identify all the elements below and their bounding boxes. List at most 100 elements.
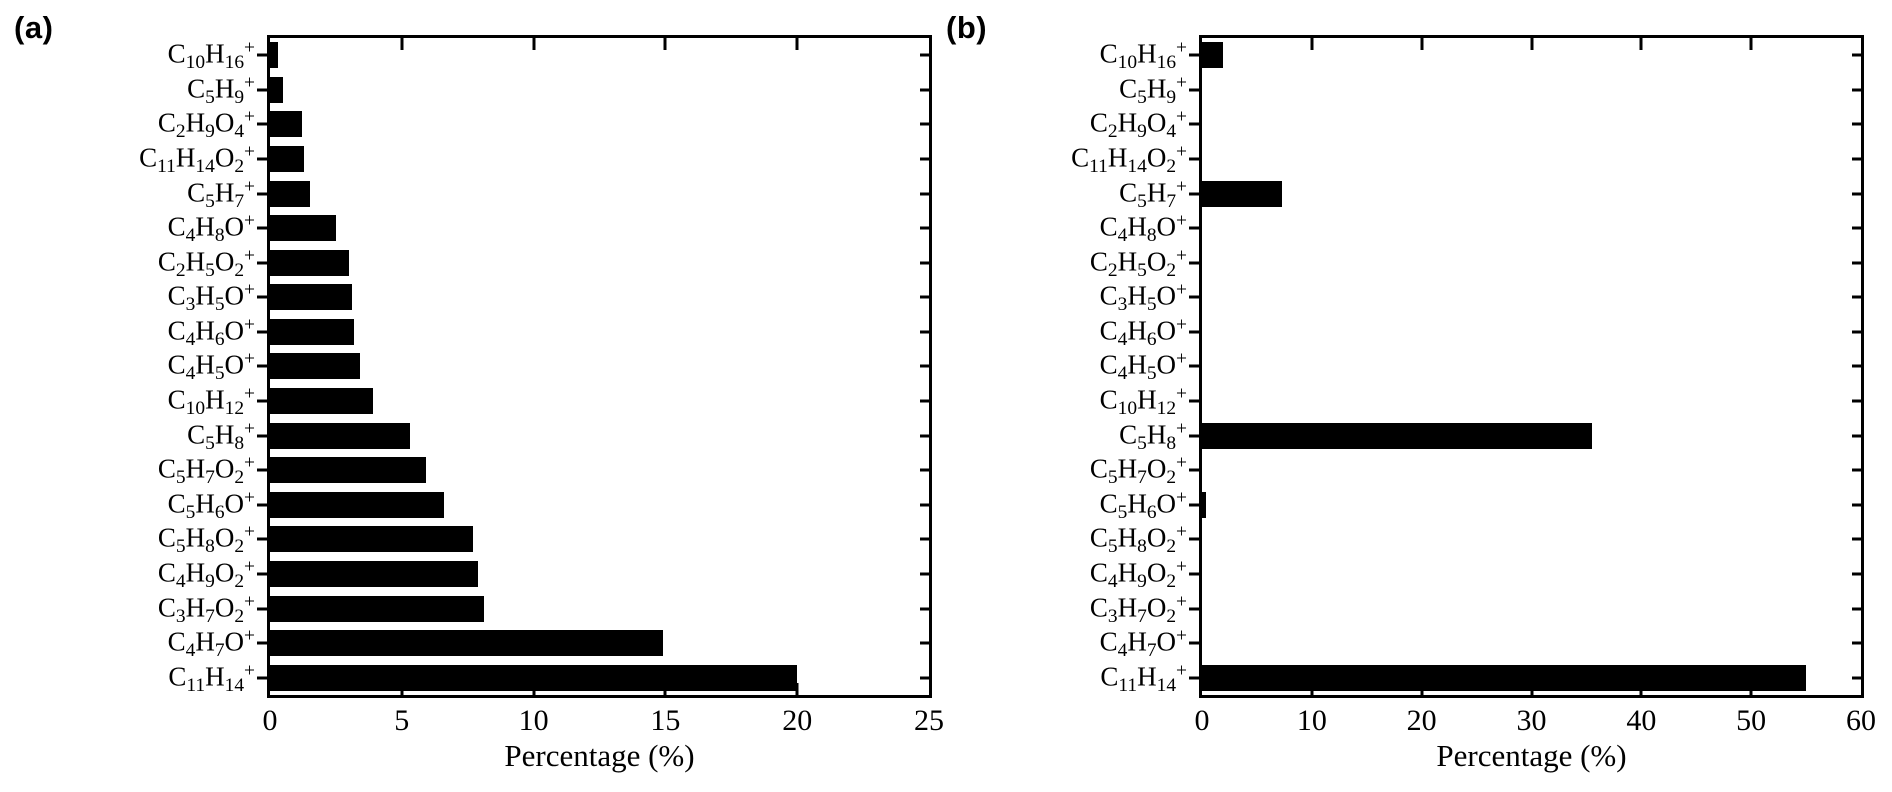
y-axis-tick-left bbox=[1189, 434, 1202, 438]
y-axis-tick-left bbox=[1189, 157, 1202, 161]
y-axis-tick-left bbox=[257, 192, 270, 196]
y-axis-tick-left bbox=[257, 399, 270, 403]
bar-row: C10H16+ bbox=[168, 38, 929, 73]
y-axis-tick-right bbox=[920, 88, 929, 92]
y-axis-tick-left bbox=[1189, 122, 1202, 126]
bar bbox=[270, 146, 305, 173]
bar-row: C10H16+ bbox=[1100, 38, 1861, 73]
y-axis-tick-left bbox=[1189, 330, 1202, 334]
bar bbox=[270, 353, 360, 380]
bar-row: C10H12+ bbox=[168, 384, 929, 419]
bar-row: C4H5O+ bbox=[1100, 349, 1861, 384]
bar bbox=[270, 595, 484, 622]
category-label: C5H9+ bbox=[187, 72, 255, 108]
y-axis-tick-right bbox=[920, 53, 929, 57]
category-label: C10H16+ bbox=[1099, 37, 1187, 74]
y-axis-tick-right bbox=[1852, 226, 1861, 230]
y-axis-tick-right bbox=[1852, 503, 1861, 507]
bar bbox=[270, 388, 373, 415]
x-axis-tick-bottom bbox=[532, 683, 536, 695]
bar bbox=[1202, 664, 1807, 691]
bar-row: C5H7O2+ bbox=[158, 453, 929, 488]
bar-row: C2H9O4+ bbox=[158, 107, 929, 142]
bar-row: C5H9+ bbox=[1119, 73, 1861, 108]
category-label: C2H9O4+ bbox=[157, 107, 255, 143]
bar-row: C4H6O+ bbox=[168, 315, 929, 350]
y-axis-tick-right bbox=[1852, 572, 1861, 576]
x-axis-tick-label: 20 bbox=[782, 704, 813, 737]
y-axis-tick-right bbox=[920, 537, 929, 541]
bar bbox=[1202, 422, 1592, 449]
bar bbox=[1202, 180, 1283, 207]
panel-b: (b) C10H16+ C5H9+ C2H9O4+ C11H14O2+ C5H7+ C4H… bbox=[946, 0, 1892, 792]
panel-a-plot-area: C10H16+ C5H9+ C2H9O4+ C11H14O2+ C5H7+ C4H8O+ C… bbox=[139, 35, 944, 736]
category-label: C3H5O+ bbox=[1099, 280, 1187, 316]
category-label: C10H12+ bbox=[1099, 383, 1187, 419]
y-axis-tick-right bbox=[1852, 295, 1861, 299]
panel-a: (a) C10H16+ C5H9+ C2H9O4+ C11H14O2+ C5H7+ C4H… bbox=[14, 10, 944, 771]
bar-row: C5H6O+ bbox=[1100, 488, 1861, 523]
bar bbox=[270, 249, 350, 276]
y-axis-tick-right bbox=[920, 607, 929, 611]
x-axis-tick-bottom bbox=[1420, 683, 1424, 695]
bar-row: C5H9+ bbox=[187, 73, 929, 108]
panel-b-plot-area: C10H16+ C5H9+ C2H9O4+ C11H14O2+ C5H7+ C4H8O+ C… bbox=[1071, 35, 1876, 736]
bar-row: C5H8O2+ bbox=[1090, 522, 1861, 557]
bar bbox=[270, 560, 479, 587]
bar-row: C5H8+ bbox=[1119, 418, 1861, 453]
category-label: C5H8+ bbox=[1119, 418, 1187, 454]
x-axis-tick-bottom bbox=[400, 683, 404, 695]
bar bbox=[270, 284, 352, 311]
category-label: C3H7O2+ bbox=[1089, 591, 1187, 627]
y-axis-tick-right bbox=[920, 399, 929, 403]
x-axis-tick-top bbox=[1749, 38, 1753, 50]
y-axis-tick-left bbox=[257, 88, 270, 92]
y-axis-tick-right bbox=[920, 503, 929, 507]
category-label: C5H9+ bbox=[1119, 72, 1187, 108]
y-axis-tick-right bbox=[1852, 641, 1861, 645]
bar bbox=[270, 630, 663, 657]
category-label: C5H7O2+ bbox=[1089, 452, 1187, 489]
bar-row: C3H5O+ bbox=[168, 280, 929, 315]
y-axis-tick-right bbox=[1852, 364, 1861, 368]
bar-row: C4H7O+ bbox=[168, 626, 929, 661]
y-axis-tick-right bbox=[1852, 157, 1861, 161]
y-axis-tick-left bbox=[1189, 53, 1202, 57]
y-axis-tick-left bbox=[257, 226, 270, 230]
bar bbox=[270, 215, 336, 242]
y-axis-tick-left bbox=[1189, 399, 1202, 403]
bar-row: C4H8O+ bbox=[168, 211, 929, 246]
x-axis-tick-bottom bbox=[795, 683, 799, 695]
y-axis-tick-left bbox=[257, 330, 270, 334]
x-axis-tick-label: 10 bbox=[518, 704, 549, 737]
y-axis-tick-right bbox=[920, 364, 929, 368]
x-axis-tick-label: 10 bbox=[1296, 704, 1327, 737]
bar-row: C11H14O2+ bbox=[139, 142, 929, 177]
y-axis-tick-right bbox=[1852, 434, 1861, 438]
category-label: C5H7O2+ bbox=[157, 452, 255, 489]
bar bbox=[1202, 42, 1223, 69]
bar bbox=[270, 526, 473, 553]
y-axis-tick-left bbox=[1189, 261, 1202, 265]
y-axis-tick-left bbox=[1189, 572, 1202, 576]
bar-row: C4H6O+ bbox=[1100, 315, 1861, 350]
category-label: C11H14+ bbox=[1100, 660, 1187, 696]
panel-a-tag: (a) bbox=[14, 10, 54, 45]
y-axis-tick-left bbox=[257, 364, 270, 368]
bar-row: C5H6O+ bbox=[168, 488, 929, 523]
y-axis-tick-left bbox=[1189, 537, 1202, 541]
x-axis-tick-label: 30 bbox=[1516, 704, 1547, 737]
category-label: C2H5O2+ bbox=[157, 245, 255, 281]
bar-row: C5H8O2+ bbox=[158, 522, 929, 557]
x-axis-tick-top bbox=[795, 38, 799, 50]
y-axis-tick-left bbox=[1189, 226, 1202, 230]
bar-row: C5H7O2+ bbox=[1090, 453, 1861, 488]
bar-row: C4H7O+ bbox=[1100, 626, 1861, 661]
y-axis-tick-right bbox=[1852, 607, 1861, 611]
y-axis-tick-left bbox=[257, 122, 270, 126]
category-label: C5H6O+ bbox=[167, 487, 255, 523]
y-axis-tick-left bbox=[1189, 641, 1202, 645]
category-label: C4H5O+ bbox=[167, 349, 255, 385]
x-axis-tick-bottom bbox=[1639, 683, 1643, 695]
y-axis-tick-right bbox=[920, 226, 929, 230]
